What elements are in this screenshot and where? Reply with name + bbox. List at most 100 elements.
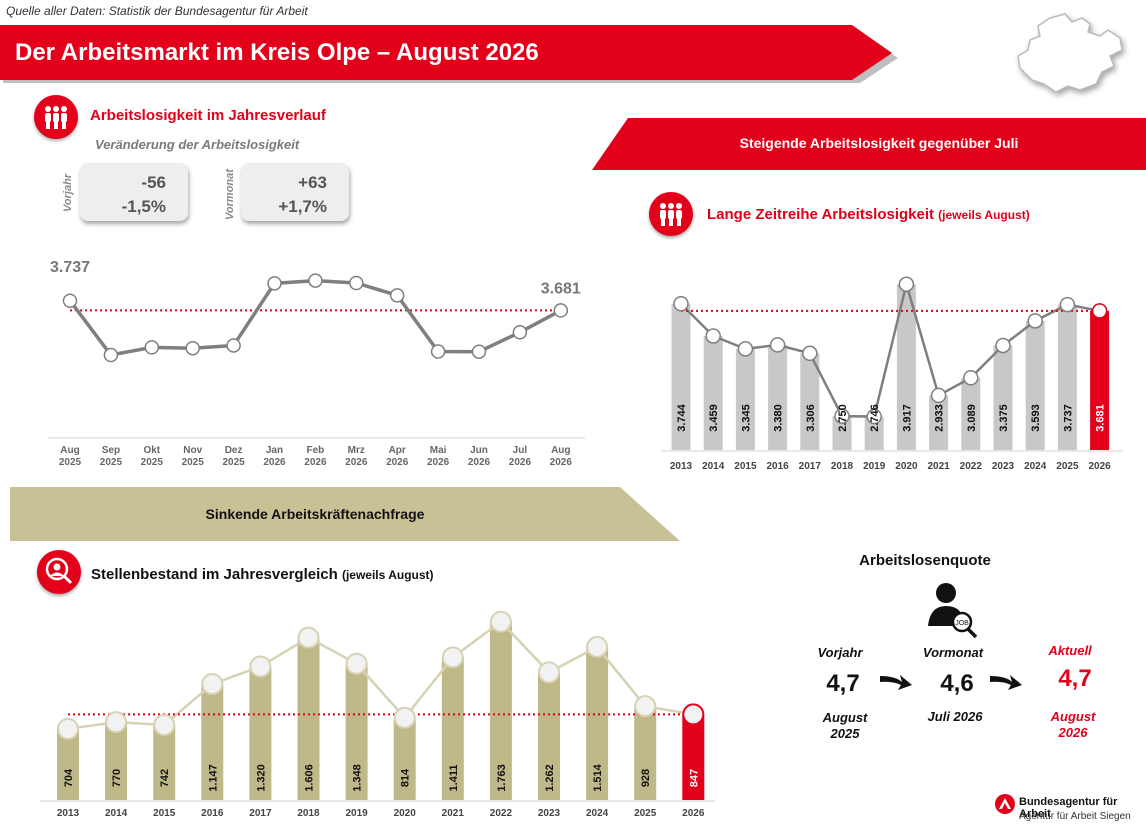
bar (864, 416, 884, 450)
x-tick-label: 2024 (1024, 461, 1047, 472)
data-point (249, 655, 272, 678)
data-point (389, 288, 405, 303)
bar (441, 657, 464, 800)
gold-banner-text: Sinkende Arbeitskräftenachfrage (205, 506, 425, 522)
page-title: Der Arbeitsmarkt im Kreis Olpe – August … (15, 39, 539, 66)
quote-vormonat-sub: Juli 2026 (900, 709, 1010, 725)
section3-subtitle: (jeweils August) (341, 568, 434, 582)
bar (345, 663, 368, 800)
bar-value-label: 742 (159, 769, 171, 787)
x-tick-label: Aug (60, 445, 79, 456)
bar (297, 637, 320, 800)
quote-aktuell-sub: August 2026 (1018, 709, 1128, 741)
x-tick-label: 2026 (386, 457, 409, 468)
x-tick-label: 2015 (153, 808, 176, 819)
x-tick-label: 2025 (100, 457, 123, 468)
bar (929, 395, 949, 450)
bar-value-label: 1.147 (207, 764, 219, 792)
section3-title: Stellenbestand im Jahresvergleich (jewei… (91, 566, 434, 583)
bar (1025, 320, 1045, 450)
quote-aktuell-label: Aktuell (1048, 643, 1092, 658)
bar (489, 621, 512, 800)
job-icon-text: JOB (955, 620, 969, 627)
x-tick-label: 2020 (895, 461, 918, 472)
x-tick-label: 2026 (550, 457, 573, 468)
bar (634, 706, 657, 800)
vorjahr-abs: -56 (141, 173, 166, 192)
gold-banner-shape (10, 487, 680, 541)
x-tick-label: 2026 (682, 808, 705, 819)
bar-value-label: 3.681 (1095, 404, 1107, 432)
section3-title-text: Stellenbestand im Jahresvergleich (91, 566, 338, 583)
data-point (586, 635, 609, 658)
bar-value-label: 3.345 (740, 404, 752, 432)
data-point (834, 408, 850, 424)
vormonat-card: +63 +1,7% (241, 163, 349, 221)
quote-vormonat-label: Vormonat (922, 645, 984, 660)
data-point (297, 626, 320, 649)
data-point (1091, 303, 1108, 319)
bar-value-label: 3.737 (1062, 404, 1074, 432)
section1-title: Arbeitslosigkeit im Jahresverlauf (90, 107, 326, 124)
x-tick-label: 2026 (263, 457, 286, 468)
quote-vorjahr-value: 4,7 (826, 670, 860, 697)
data-point (267, 276, 282, 291)
bar (1090, 310, 1110, 450)
title-banner-shape (0, 25, 898, 83)
vorjahr-label: Vorjahr (62, 173, 74, 212)
x-tick-label: 2022 (490, 808, 513, 819)
bar-value-label: 3.089 (966, 404, 978, 432)
red-banner-shape (592, 118, 1146, 170)
data-point (393, 706, 416, 729)
quote-vorjahr-sub1: August (822, 710, 868, 725)
bar-value-label: 1.606 (304, 764, 316, 792)
job-search-icon (37, 550, 81, 594)
x-tick-label: 2025 (141, 457, 164, 468)
data-point (226, 338, 241, 353)
bar (393, 717, 416, 800)
data-point (62, 293, 78, 308)
quote-vorjahr-sub2: 2025 (830, 726, 860, 741)
data-point (201, 673, 224, 696)
x-tick-label: 2016 (201, 808, 224, 819)
data-point (105, 711, 128, 734)
quote-vormonat-value: 4,6 (940, 670, 974, 697)
quote-vorjahr-sub: August 2025 (790, 710, 900, 742)
bar (57, 728, 79, 800)
gold-banner: Sinkende Arbeitskräftenachfrage (10, 487, 680, 541)
data-point (737, 341, 754, 357)
red-banner: Steigende Arbeitslosigkeit gegenüber Jul… (592, 118, 1146, 170)
data-point (489, 610, 512, 633)
bar (682, 714, 705, 800)
x-tick-label: 2026 (468, 457, 491, 468)
vormonat-abs: +63 (298, 173, 327, 192)
data-point (995, 337, 1011, 354)
x-tick-label: 2013 (57, 808, 80, 819)
x-tick-label: 2017 (249, 808, 272, 819)
x-tick-label: Sep (102, 445, 120, 456)
data-point (441, 646, 464, 669)
x-tick-label: Nov (183, 445, 202, 456)
x-tick-label: Feb (307, 445, 325, 456)
section2-title-text: Lange Zeitreihe Arbeitslosigkeit (707, 206, 934, 223)
bar (1057, 304, 1077, 450)
bar-value-label: 3.744 (676, 403, 688, 431)
bar (586, 646, 609, 800)
bar (105, 722, 128, 800)
people-icon (649, 192, 693, 236)
bar-value-label: 1.514 (592, 763, 604, 791)
vormonat-pct: +1,7% (278, 197, 327, 216)
x-tick-label: 2021 (927, 461, 950, 472)
bar-value-label: 2.933 (934, 404, 946, 432)
quote-title: Arbeitslosenquote (859, 552, 991, 569)
bar-value-label: 814 (400, 768, 412, 787)
x-tick-label: Jul (513, 445, 528, 456)
x-tick-label: 2016 (766, 461, 789, 472)
x-tick-label: 2017 (799, 461, 822, 472)
job-person-icon: JOB (926, 580, 982, 640)
x-tick-label: Mrz (348, 445, 365, 456)
bar-value-label: 2.750 (837, 404, 849, 432)
x-tick-label: 2026 (509, 457, 532, 468)
bar (832, 416, 852, 450)
x-tick-label: 2023 (992, 461, 1015, 472)
